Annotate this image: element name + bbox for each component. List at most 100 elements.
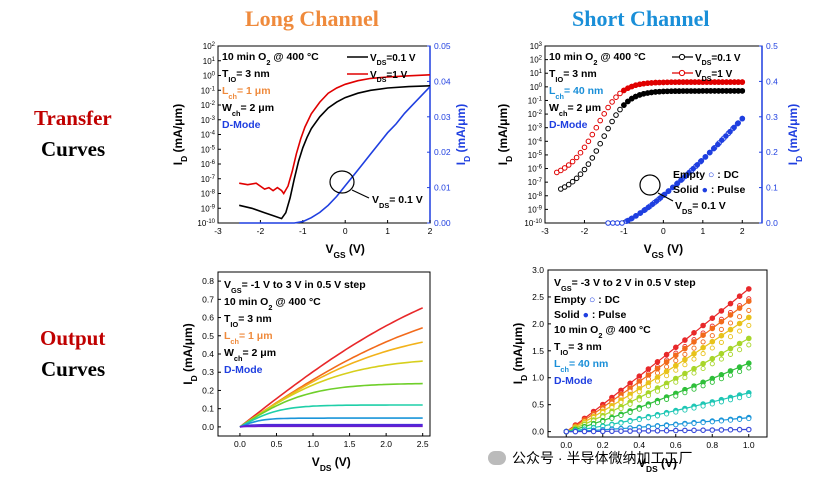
os-curve-3-pulse-point <box>745 335 752 342</box>
os-curve-5-dc-point <box>737 395 743 401</box>
os-xlabel: VDS (V) <box>638 456 677 474</box>
tl-xtick-label: 2 <box>428 226 433 236</box>
os-curve-4-dc-point <box>746 365 752 371</box>
os-curve-0-pulse-point <box>645 366 652 372</box>
os-curve-4-dc-point <box>609 415 615 422</box>
os-curve-2-dc-point <box>746 322 752 328</box>
tl-ann-vds: VDS= 0.1 V <box>372 194 423 210</box>
os-curve-3-pulse-point <box>700 360 706 367</box>
os-curve-7-dc-point <box>727 427 734 433</box>
ol-xtick-label: 0.5 <box>271 439 283 449</box>
ts-series-5-point <box>645 204 652 211</box>
os-curve-0-pulse-point <box>736 293 743 300</box>
tl-series-0 <box>239 85 431 220</box>
os-curve-2-dc-point <box>691 356 697 362</box>
os-curve-4-pulse-point <box>736 364 743 370</box>
os-curve-2-dc-point <box>618 399 624 405</box>
ol-ytick-label: 0.2 <box>202 385 214 395</box>
ts-ytick-right-label: 0.1 <box>766 183 778 193</box>
os-curve-1-dc-point <box>737 314 743 320</box>
os-curve-1-pulse-point <box>654 365 661 372</box>
ol-xtick-label: 1.5 <box>344 439 356 449</box>
ts-series-5-point <box>637 210 643 216</box>
ol-xtick-label: 2.0 <box>380 439 392 449</box>
ts-series-5-point <box>629 215 635 222</box>
os-ylabel: ID (mA/μm) <box>511 323 529 384</box>
ts-series-5-point <box>710 145 717 152</box>
os-ytick-label: 3.0 <box>532 265 544 275</box>
watermark-text: 公众号 · 半导体微纳加工工厂 <box>512 450 693 466</box>
os-curve-3-dc-point <box>682 375 688 381</box>
ts-series-5-point <box>682 173 688 180</box>
ts-ann-tio: TIO= 3 nm <box>549 68 597 84</box>
tl-ylabel-right: ID (mA/μm) <box>454 104 472 165</box>
os-ytick-label: 0.5 <box>532 400 544 410</box>
os-curve-3-dc-point <box>746 342 752 348</box>
ts-series-2-point <box>609 99 615 105</box>
os-curve-2-pulse-point <box>736 320 743 327</box>
ts-series-5-point <box>723 133 729 139</box>
os-curve-2-dc-point <box>636 389 642 395</box>
tl-ytick-label: 10-6 <box>201 160 216 169</box>
ts-series-1-point <box>625 98 631 105</box>
os-curve-4-dc-point <box>627 409 633 415</box>
os-curve-7-dc-point <box>654 428 661 434</box>
os-curve-2-dc-point <box>664 373 670 379</box>
ts-series-5-point <box>698 158 705 164</box>
os-curve-1-pulse-point <box>663 359 670 365</box>
os-curve-1-dc-point <box>700 339 706 345</box>
os-curve-7-dc-point <box>627 428 633 434</box>
ol-curve-6 <box>239 417 423 428</box>
os-curve-6-dc-point <box>654 423 661 429</box>
os-curve-7-dc-point <box>746 427 752 433</box>
ts-series-5-point <box>674 181 680 187</box>
ts-series-5-point <box>735 120 742 126</box>
ts-series-5-point <box>678 177 684 183</box>
os-curve-4-dc-point <box>709 379 715 385</box>
ts-series-5-point <box>690 165 697 172</box>
ts-series-5-point <box>625 217 631 224</box>
os-curve-0-pulse-point <box>727 300 734 307</box>
title-short-channel: Short Channel <box>572 6 710 31</box>
ol-xtick-label: 2.5 <box>417 439 429 449</box>
ts-series-2-point <box>558 167 564 174</box>
os-curve-1-pulse-point <box>691 339 697 345</box>
os-curve-5-dc-point <box>618 420 624 426</box>
os-curve-0-pulse-point <box>672 344 679 351</box>
ts-ytick-label: 10-5 <box>528 151 543 160</box>
ol-ylabel: ID (mA/μm) <box>181 323 199 384</box>
ts-ytick-label: 10-3 <box>528 124 543 133</box>
os-curve-0-pulse-point <box>654 358 661 365</box>
row-label-transfer: Transfer <box>34 106 112 130</box>
ol-xtick-label: 1.0 <box>307 439 319 449</box>
ol-curve-5 <box>239 404 423 428</box>
ts-series-0-point <box>565 181 572 188</box>
os-curve-7-dc-point <box>682 427 688 434</box>
os-curve-0-pulse-point <box>745 286 752 292</box>
os-curve-5-dc-point <box>654 413 661 419</box>
tl-arrow-line <box>351 189 370 199</box>
ts-series-2-point <box>601 111 608 117</box>
tl-legend-label-0: VDS=0.1 V <box>370 53 416 67</box>
tl-xlabel: VGS (V) <box>325 242 364 260</box>
ts-xtick-label: -1 <box>620 226 628 236</box>
os-curve-7-dc-point <box>563 429 569 435</box>
os-ytick-label: 1.0 <box>532 373 544 383</box>
os-curve-1-dc-point <box>654 370 661 376</box>
ol-ann-anneal: 10 min O2 @ 400 °C <box>224 296 321 312</box>
os-curve-2-pulse-point <box>663 368 670 375</box>
os-curve-5-dc-point <box>673 409 679 415</box>
os-curve-4-pulse-point <box>745 360 752 367</box>
os-curve-1-pulse-point <box>718 318 725 325</box>
ts-ann-vds: VDS= 0.1 V <box>675 200 726 216</box>
ts-legend-marker-1 <box>678 69 686 77</box>
ol-ytick-label: 0.4 <box>202 349 214 359</box>
ol-ytick-label: 0.5 <box>202 331 214 341</box>
ts-ytick-label: 103 <box>530 42 543 51</box>
ts-ytick-label: 10-6 <box>528 165 543 174</box>
os-curve-1-dc-point <box>746 307 752 313</box>
tl-ann-lch: Lch= 1 μm <box>222 85 271 101</box>
os-curve-3-pulse-point <box>709 355 716 362</box>
